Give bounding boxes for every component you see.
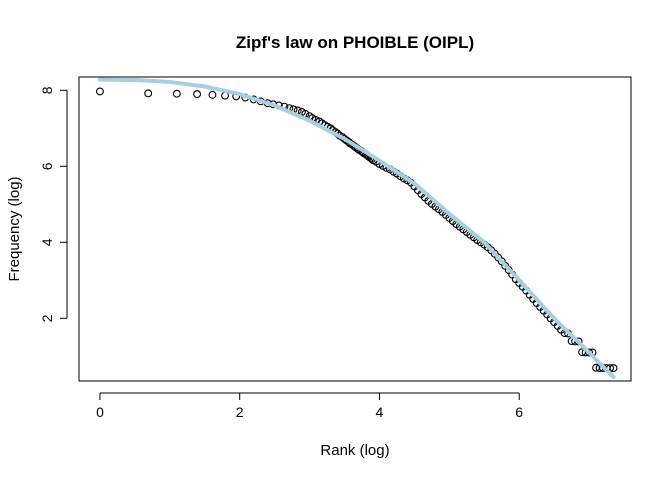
data-point <box>193 90 202 99</box>
fit-curve <box>97 77 616 380</box>
data-point <box>172 89 181 98</box>
x-tick-label: 6 <box>515 404 523 420</box>
chart-title: Zipf's law on PHOIBLE (OIPL) <box>236 33 474 52</box>
y-axis-label: Frequency (log) <box>6 176 23 281</box>
data-point <box>208 90 217 99</box>
plot-area <box>96 77 618 380</box>
x-axis: 0 2 4 6 <box>96 392 523 420</box>
x-tick-label: 2 <box>236 404 244 420</box>
plot-frame <box>78 76 632 382</box>
x-tick-label: 0 <box>96 404 104 420</box>
data-point <box>96 87 104 96</box>
y-tick-label: 8 <box>39 86 55 94</box>
x-tick-label: 4 <box>376 404 384 420</box>
data-point <box>609 364 618 373</box>
y-tick-label: 2 <box>39 314 55 322</box>
data-point <box>144 89 153 98</box>
y-tick-label: 4 <box>39 238 55 246</box>
y-tick-label: 6 <box>39 162 55 170</box>
data-point <box>585 348 594 357</box>
y-axis: 2 4 6 8 <box>39 86 68 322</box>
x-axis-label: Rank (log) <box>320 442 389 459</box>
